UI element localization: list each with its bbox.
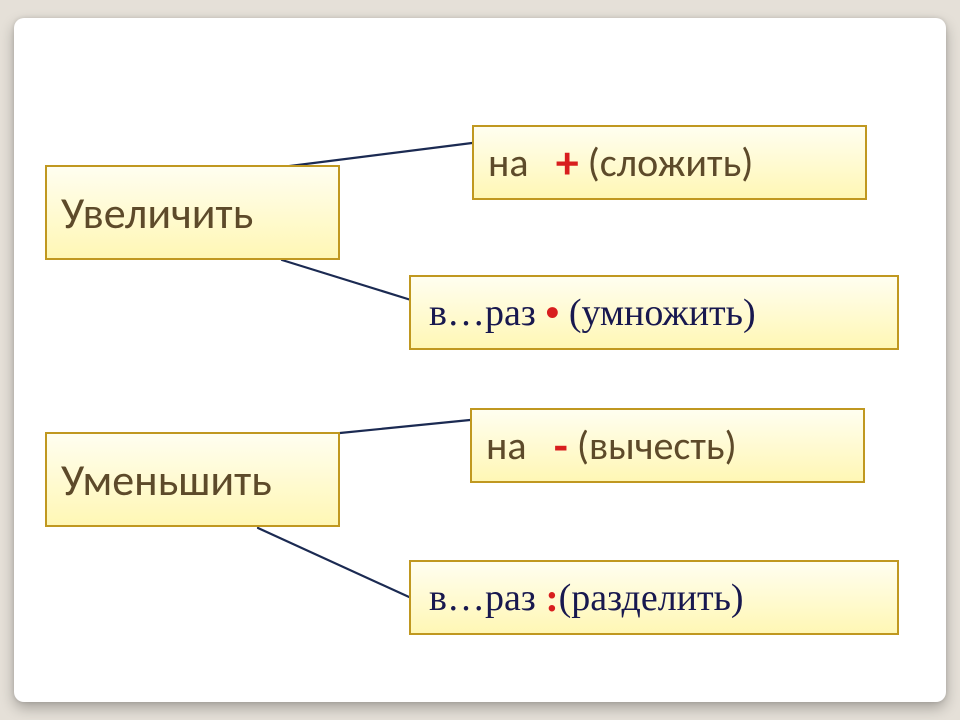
box-minus: на - (вычесть) <box>470 408 865 483</box>
box-increase-label: Увеличить <box>61 186 253 240</box>
box-increase: Увеличить <box>45 165 340 260</box>
box-decrease: Уменьшить <box>45 432 340 527</box>
box-plus: на + (сложить) <box>472 125 867 200</box>
box-decrease-label: Уменьшить <box>61 453 272 507</box>
box-divide: в…раз :(разделить) <box>409 560 899 635</box>
box-times: в…раз • (умножить) <box>409 275 899 350</box>
